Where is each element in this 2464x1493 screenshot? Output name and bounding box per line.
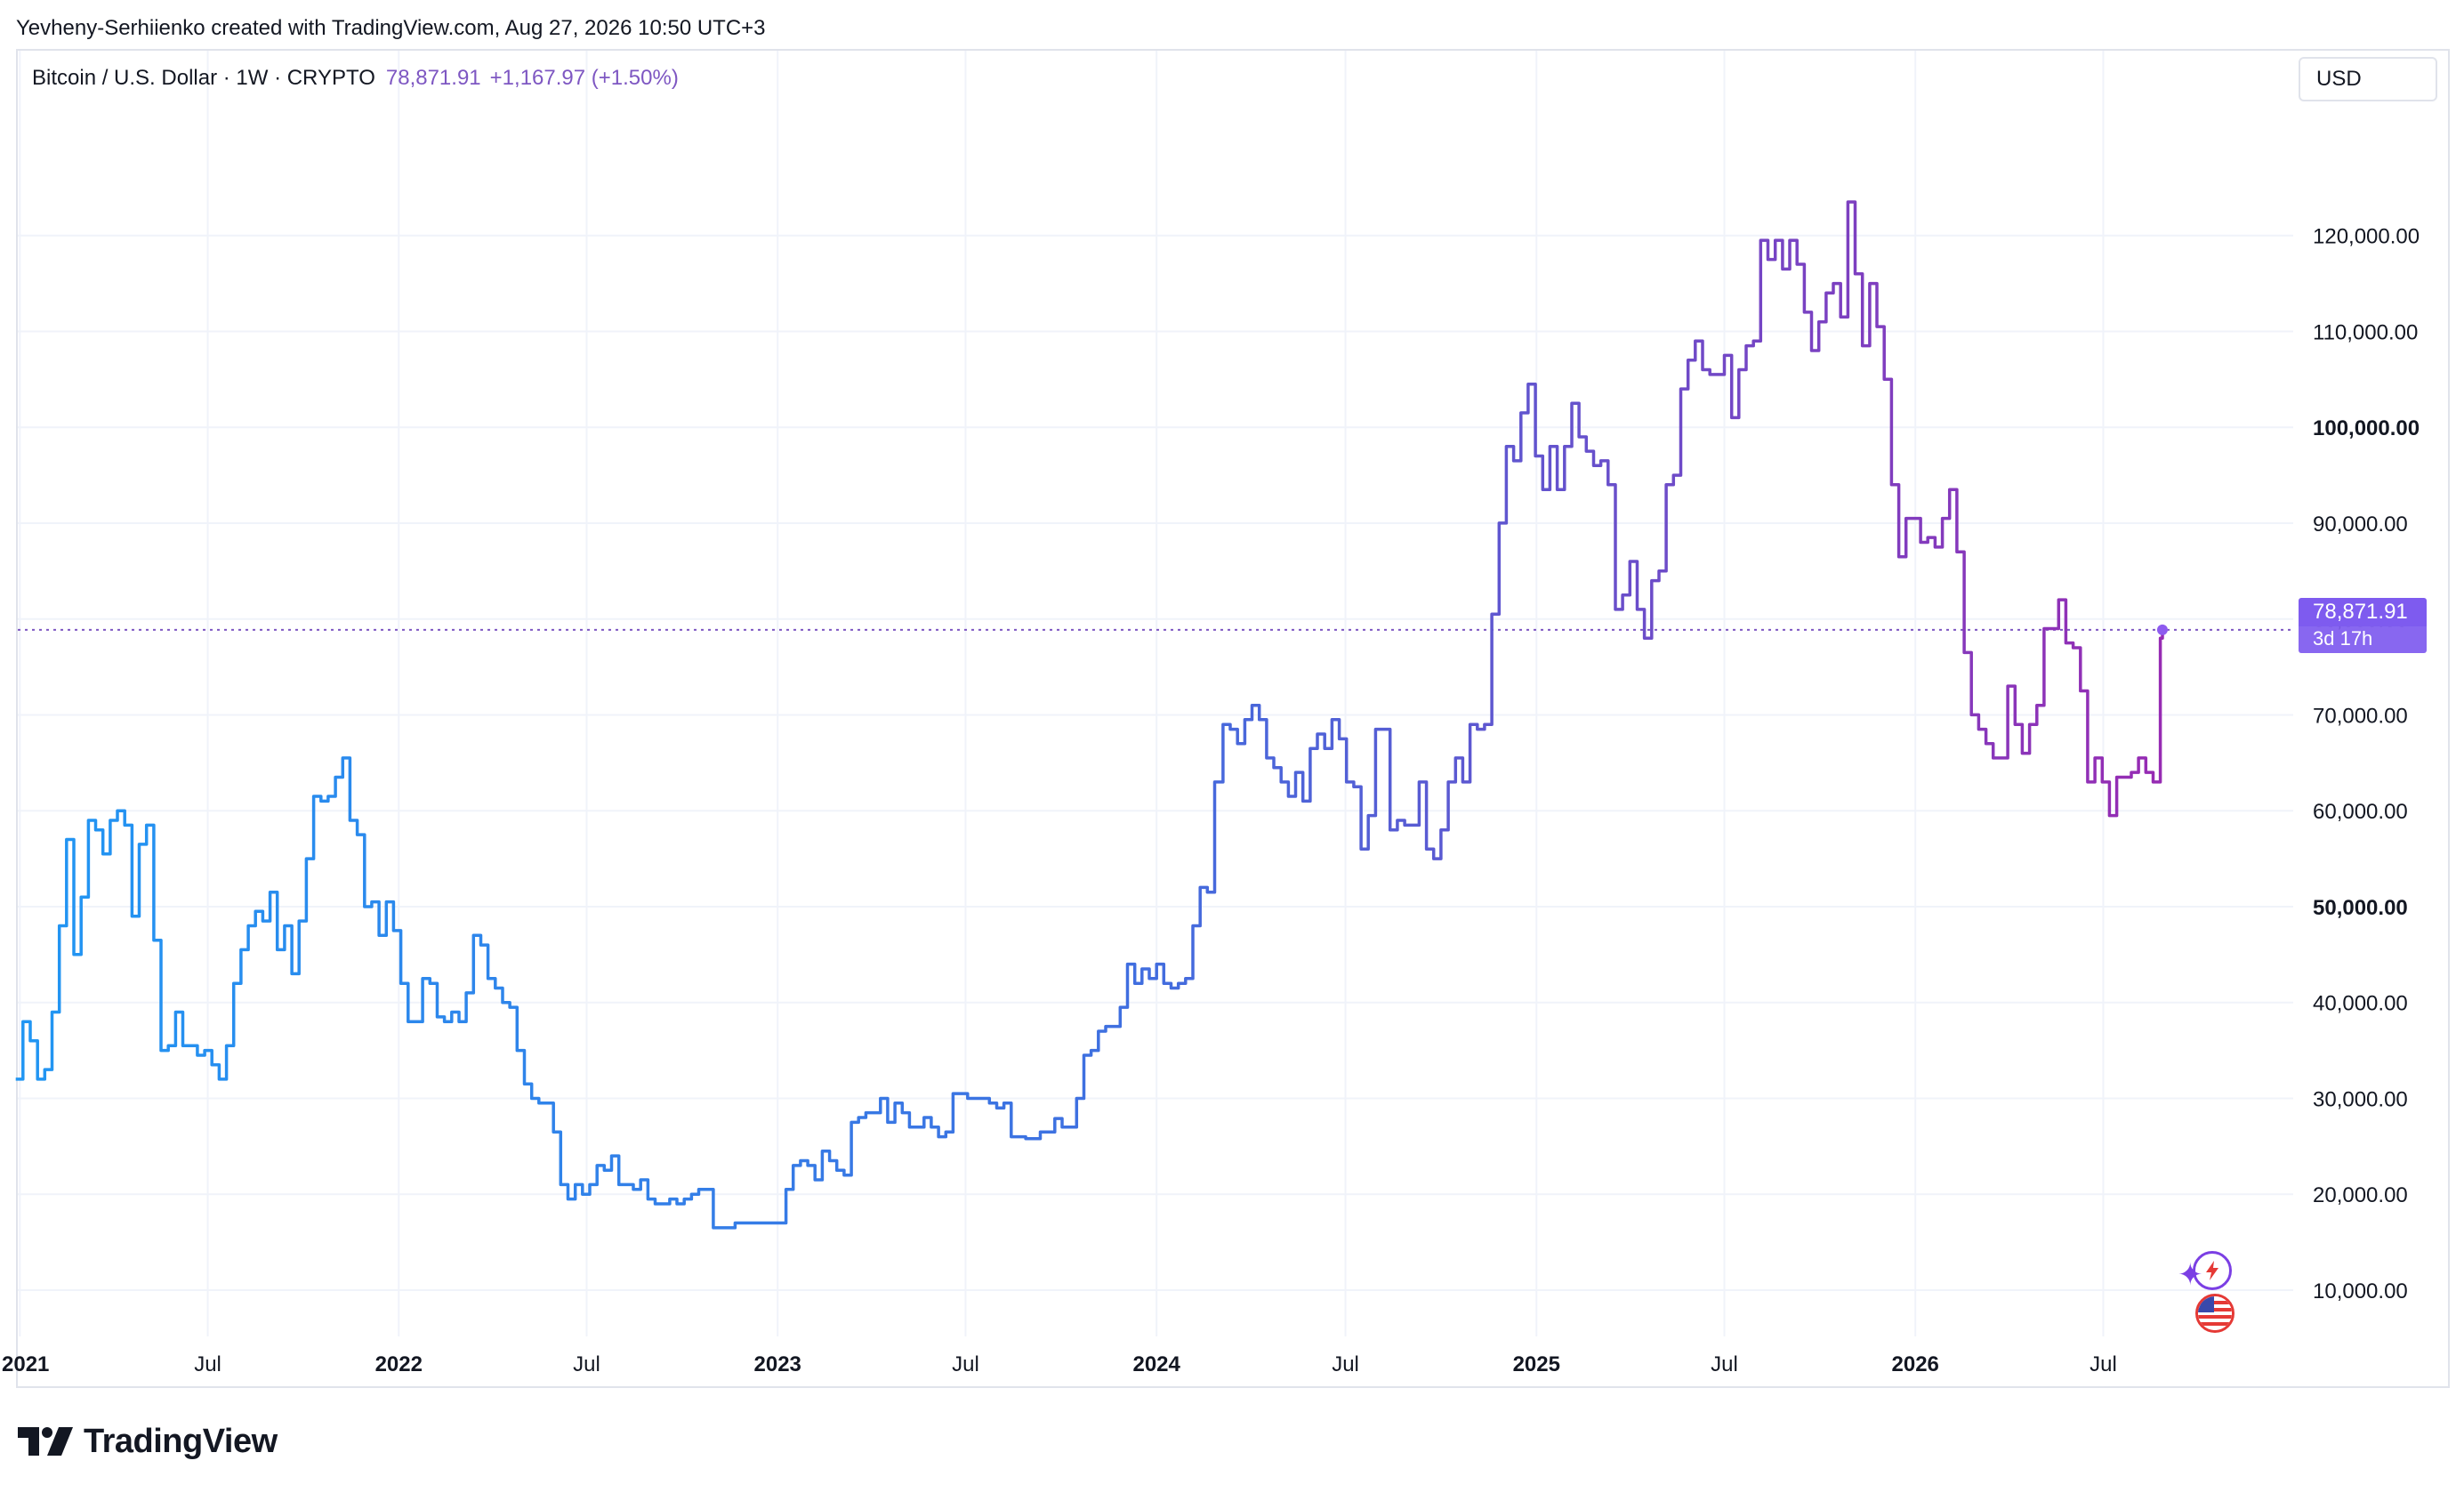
y-tick-label-1: 20,000.00: [2313, 1183, 2408, 1207]
chart-frame: [16, 49, 2450, 1388]
x-tick-label-7: Jul: [1332, 1352, 1359, 1376]
y-tick-label-8: 90,000.00: [2313, 512, 2408, 537]
series-line-btcusd[interactable]: [15, 200, 2164, 1230]
symbol-description: Bitcoin / U.S. Dollar · 1W · CRYPTO: [32, 66, 375, 90]
tradingview-logo-icon: [18, 1427, 73, 1456]
x-tick-label-2: 2022: [375, 1352, 423, 1376]
y-tick-label-2: 30,000.00: [2313, 1087, 2408, 1111]
x-tick-label-6: 2024: [1132, 1352, 1180, 1376]
brand-name: TradingView: [84, 1422, 278, 1460]
x-tick-label-0: 2021: [2, 1352, 49, 1376]
y-tick-label-11: 120,000.00: [2313, 225, 2420, 249]
last-price-label: 78,871.91: [2299, 598, 2427, 626]
x-tick-label-9: Jul: [1711, 1352, 1738, 1376]
us-flag-icon[interactable]: [2195, 1294, 2235, 1333]
y-tick-label-9: 100,000.00: [2313, 416, 2420, 440]
price-axis: 10,000.00 20,000.00 30,000.00 40,000.00 50,0…: [2313, 225, 2420, 1303]
chart-grid: [18, 51, 2293, 1336]
time-axis: 2021 Jul 2022 Jul 2023 Jul 2024 Jul 2025 Jul 2026 J…: [2, 1352, 2117, 1376]
x-tick-label-3: Jul: [573, 1352, 600, 1376]
y-tick-label-10: 110,000.00: [2313, 320, 2418, 344]
last-price-dot: [2156, 624, 2168, 635]
x-tick-label-5: Jul: [952, 1352, 979, 1376]
sparkle-icon: ✦: [2178, 1258, 2203, 1292]
x-tick-label-11: Jul: [2090, 1352, 2117, 1376]
legend-change: +1,167.97 (+1.50%): [489, 66, 679, 90]
news-flash-icon[interactable]: [2193, 1251, 2232, 1290]
y-tick-label-4: 50,000.00: [2313, 896, 2408, 920]
currency-button[interactable]: USD: [2299, 57, 2437, 101]
y-tick-label-5: 60,000.00: [2313, 800, 2408, 824]
y-tick-label-6: 70,000.00: [2313, 704, 2408, 728]
bar-countdown-label: 3d 17h: [2299, 626, 2427, 653]
y-tick-label-3: 40,000.00: [2313, 992, 2408, 1016]
x-tick-label-8: 2025: [1513, 1352, 1560, 1376]
chart-attribution: Yevheny-Serhiienko created with TradingV…: [16, 16, 766, 40]
legend-price: 78,871.91: [385, 66, 481, 90]
y-tick-label-0: 10,000.00: [2313, 1279, 2408, 1303]
symbol-legend[interactable]: Bitcoin / U.S. Dollar · 1W · CRYPTO 78,87…: [32, 66, 679, 91]
x-tick-label-1: Jul: [194, 1352, 221, 1376]
x-tick-label-4: 2023: [754, 1352, 801, 1376]
x-tick-label-10: 2026: [1892, 1352, 1939, 1376]
tradingview-brand[interactable]: TradingView: [18, 1422, 278, 1461]
